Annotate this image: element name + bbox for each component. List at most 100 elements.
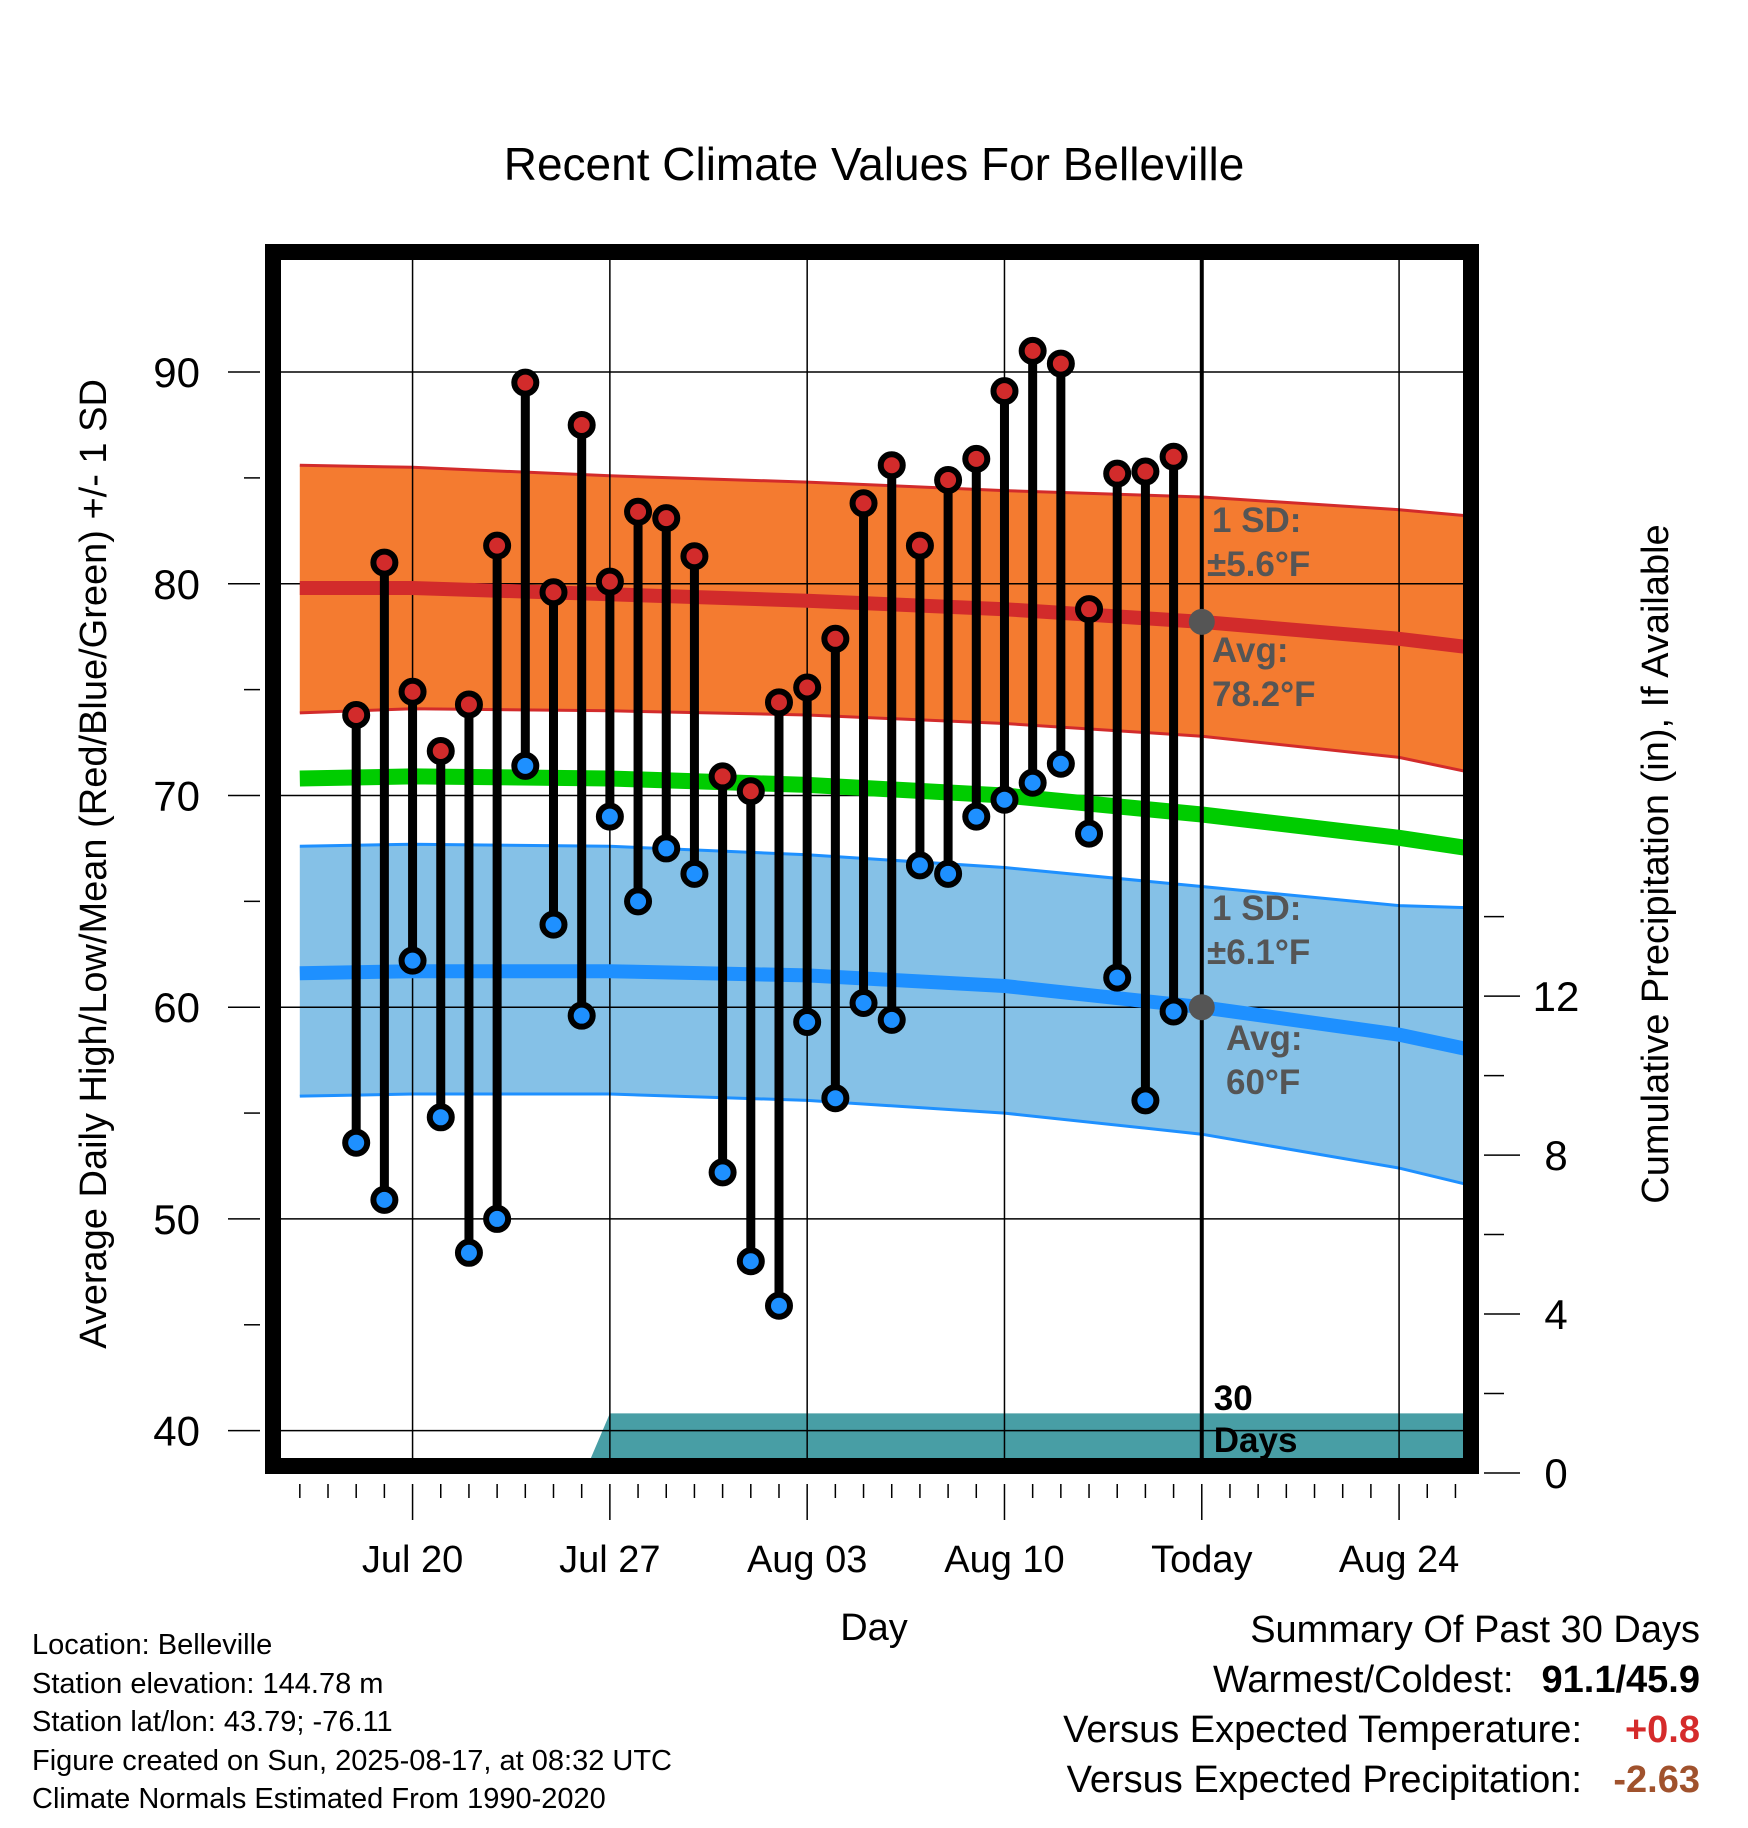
x-axis-label: Day	[840, 1607, 908, 1649]
x-tick-label: Aug 03	[747, 1539, 867, 1581]
low-point	[962, 802, 991, 831]
low-point	[539, 910, 568, 939]
high-point	[962, 444, 991, 473]
y-axis-label: Average Daily High/Low/Mean (Red/Blue/Gr…	[73, 379, 115, 1349]
low-point	[934, 859, 963, 888]
precip-value: -2.63	[1613, 1759, 1700, 1801]
y-tick-label: 40	[153, 1408, 200, 1455]
high-point	[764, 688, 793, 717]
station-info: Location: Belleville Station elevation: …	[32, 1626, 672, 1819]
low-point	[426, 1103, 455, 1132]
y-tick-label: 90	[153, 349, 200, 396]
high-point	[793, 673, 822, 702]
annotations: 1 SD: ±5.6°F Avg: 78.2°F 1 SD: ±6.1°F Avg: 60°F	[1207, 501, 1316, 1102]
y2-tick-label: 8	[1544, 1132, 1567, 1179]
summary-temp-row: Versus Expected Temperature: +0.8	[1063, 1705, 1700, 1755]
high-avg-value: 78.2°F	[1212, 675, 1316, 714]
summary-panel: Summary Of Past 30 Days Warmest/Coldest:…	[1063, 1605, 1700, 1805]
low-sd-value: ±6.1°F	[1207, 933, 1310, 972]
high-point	[1159, 442, 1188, 471]
low-point	[764, 1291, 793, 1320]
temp-value: +0.8	[1624, 1709, 1700, 1751]
high-point	[990, 377, 1019, 406]
high-point	[1131, 457, 1160, 486]
low-point	[1018, 768, 1047, 797]
high-point	[624, 497, 653, 526]
y2-axis-label: Cumulative Precipitation (in), If Availa…	[1635, 524, 1677, 1203]
low-point	[483, 1204, 512, 1233]
low-point	[793, 1008, 822, 1037]
high-point	[821, 624, 850, 653]
low-point	[342, 1128, 371, 1157]
high-sd-label: 1 SD:	[1212, 501, 1301, 540]
x-tick-label: Aug 10	[944, 1539, 1064, 1581]
low-point	[905, 851, 934, 880]
latlon-text: Station lat/lon: 43.79; -76.11	[32, 1706, 393, 1738]
summary-precip-row: Versus Expected Precipitation: -2.63	[1063, 1755, 1700, 1805]
y2-axis: 0 4 8 12	[1484, 915, 1579, 1497]
low-point	[680, 859, 709, 888]
y-tick-label: 70	[153, 772, 200, 819]
high-point	[849, 489, 878, 518]
high-sd-lower-edge	[299, 707, 1470, 774]
high-point	[708, 762, 737, 791]
y-tick-label: 50	[153, 1196, 200, 1243]
y-tick-label: 60	[153, 984, 200, 1031]
high-point	[342, 701, 371, 730]
today-low-normal-marker	[1188, 994, 1215, 1021]
y-axis: 40 50 60 70 80 90	[153, 349, 260, 1455]
chart-title: Recent Climate Values For Belleville	[504, 138, 1245, 190]
low-point	[990, 785, 1019, 814]
high-point	[426, 737, 455, 766]
low-point	[877, 1005, 906, 1034]
daily-bars	[342, 336, 1188, 1320]
high-point	[652, 504, 681, 533]
temp-label: Versus Expected Temperature:	[1063, 1709, 1582, 1751]
high-point	[1103, 459, 1132, 488]
low-point	[1159, 997, 1188, 1026]
today-high-normal-marker	[1188, 608, 1215, 635]
precip-label: Versus Expected Precipitation:	[1066, 1759, 1582, 1801]
x-tick-label: Jul 27	[559, 1539, 660, 1581]
warmest-label: Warmest/Coldest:	[1212, 1659, 1514, 1701]
low-sd-upper-edge	[299, 842, 1470, 910]
low-avg-value: 60°F	[1226, 1063, 1300, 1102]
x-tick-label: Today	[1151, 1539, 1252, 1581]
high-point	[736, 777, 765, 806]
low-point	[511, 751, 540, 780]
low-point	[849, 988, 878, 1017]
summary-title: Summary Of Past 30 Days	[1250, 1609, 1700, 1651]
low-sd-lower-edge	[299, 1092, 1470, 1187]
high-point	[1046, 349, 1075, 378]
x-tick-label: Jul 20	[362, 1539, 463, 1581]
y2-tick-label: 0	[1544, 1450, 1567, 1497]
mean-normal-line	[299, 768, 1471, 857]
low-point	[567, 1001, 596, 1030]
high-point	[567, 410, 596, 439]
low-point	[595, 802, 624, 831]
high-avg-label: Avg:	[1212, 631, 1288, 670]
warmest-value: 91.1/45.9	[1541, 1659, 1700, 1701]
high-sd-upper-edge	[299, 463, 1470, 518]
high-point	[934, 466, 963, 495]
x-axis: Jul 20 Jul 27 Aug 03 Aug 10 Today Aug 24	[299, 1484, 1459, 1581]
low-point	[821, 1084, 850, 1113]
location-text: Location: Belleville	[32, 1629, 273, 1661]
high-point	[483, 531, 512, 560]
window-label-unit: Days	[1214, 1421, 1298, 1460]
low-point	[652, 834, 681, 863]
y2-tick-label: 4	[1544, 1291, 1567, 1338]
low-point	[1131, 1086, 1160, 1115]
low-point	[736, 1247, 765, 1276]
high-point	[595, 567, 624, 596]
created-text: Figure created on Sun, 2025-08-17, at 08…	[32, 1744, 672, 1777]
high-point	[1075, 595, 1104, 624]
window-label-number: 30	[1214, 1379, 1253, 1418]
plot-frame	[265, 244, 1479, 1474]
y-tick-label: 80	[153, 561, 200, 608]
normals-text: Climate Normals Estimated From 1990-2020	[32, 1783, 606, 1815]
low-point	[624, 887, 653, 916]
high-point	[1018, 336, 1047, 365]
